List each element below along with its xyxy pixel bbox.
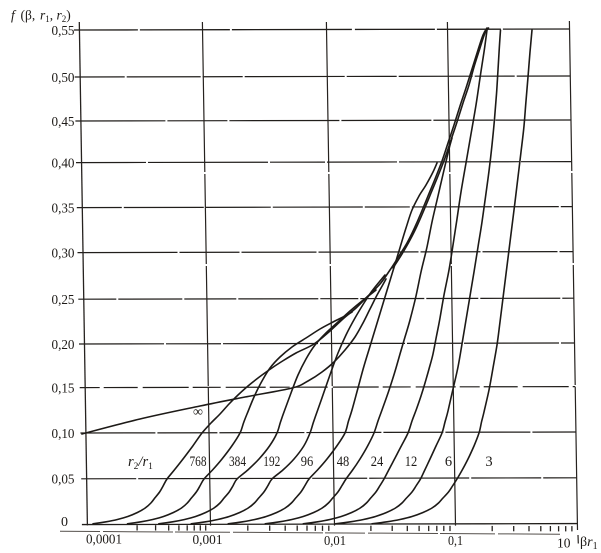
svg-text:0,05: 0,05 bbox=[52, 473, 75, 488]
svg-text:0,35: 0,35 bbox=[52, 201, 75, 216]
svg-text:∞: ∞ bbox=[193, 405, 203, 420]
svg-text:0,30: 0,30 bbox=[52, 246, 75, 261]
svg-text:24: 24 bbox=[371, 454, 384, 470]
svg-text:0,15: 0,15 bbox=[52, 381, 75, 396]
svg-text:f(β,r1,r2): f (β, r1, r2) bbox=[11, 8, 71, 25]
svg-text:192: 192 bbox=[263, 454, 280, 470]
svg-text:96: 96 bbox=[301, 454, 314, 470]
svg-text:0,40: 0,40 bbox=[52, 156, 75, 171]
svg-text:48: 48 bbox=[337, 454, 350, 470]
svg-text:384: 384 bbox=[229, 454, 247, 470]
svg-text:0: 0 bbox=[61, 515, 68, 530]
svg-text:0,1: 0,1 bbox=[448, 534, 463, 549]
svg-text:12: 12 bbox=[405, 454, 418, 470]
svg-text:0,25: 0,25 bbox=[52, 293, 75, 308]
svg-text:0,45: 0,45 bbox=[52, 115, 75, 130]
svg-text:3: 3 bbox=[485, 454, 492, 470]
svg-text:6: 6 bbox=[445, 454, 452, 470]
svg-text:10: 10 bbox=[557, 537, 571, 552]
svg-text:768: 768 bbox=[190, 454, 207, 470]
svg-text:0,50: 0,50 bbox=[52, 71, 75, 86]
svg-text:0,001: 0,001 bbox=[193, 533, 223, 548]
svg-text:0,55: 0,55 bbox=[52, 24, 75, 39]
svg-text:0,20: 0,20 bbox=[52, 338, 75, 353]
svg-text:0,01: 0,01 bbox=[324, 534, 346, 549]
svg-text:0,0001: 0,0001 bbox=[86, 533, 122, 548]
svg-text:0,10: 0,10 bbox=[52, 427, 75, 442]
